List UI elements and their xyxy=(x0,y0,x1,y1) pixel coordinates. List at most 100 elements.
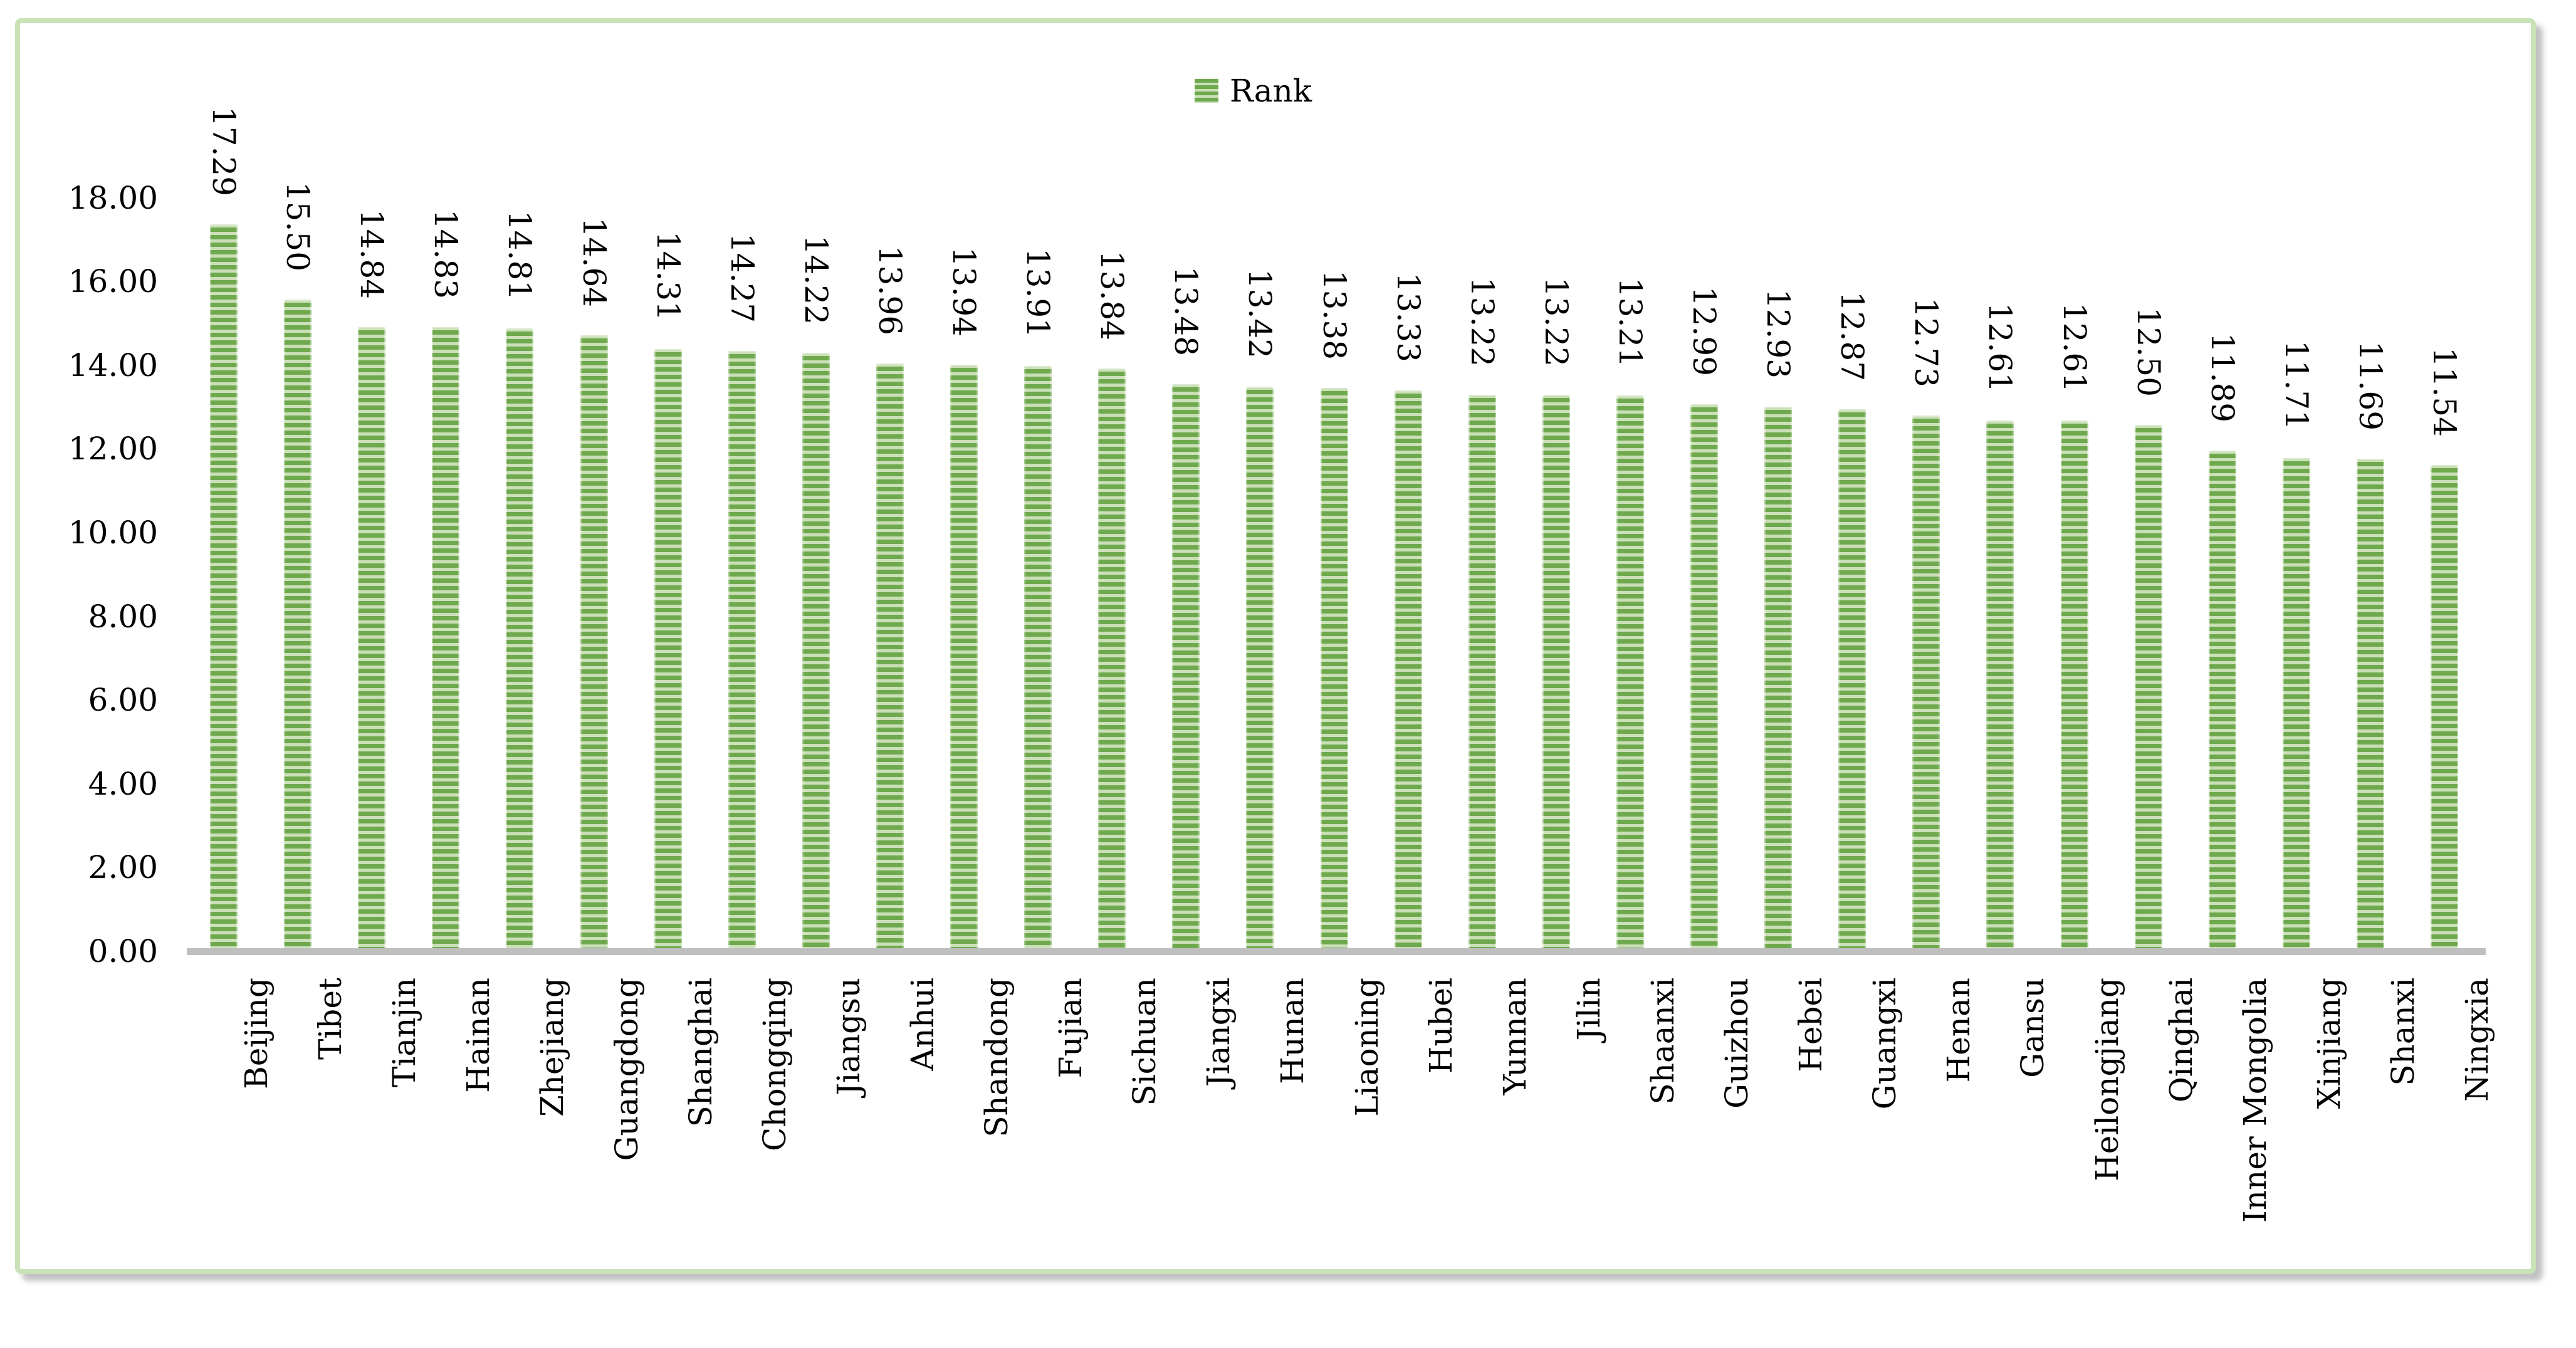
bar xyxy=(876,363,904,948)
bar-value-label: 13.33 xyxy=(1390,272,1427,362)
bar xyxy=(1172,384,1200,948)
bar xyxy=(1098,368,1126,948)
bar xyxy=(1394,390,1422,948)
x-axis-category-label: Tibet xyxy=(312,978,349,1060)
x-axis-category-label: Anhui xyxy=(904,978,941,1071)
bar-value-label: 13.38 xyxy=(1316,270,1353,360)
bar xyxy=(1690,404,1718,948)
y-axis-tick-label: 12.00 xyxy=(68,431,158,468)
bar xyxy=(506,328,534,948)
bar-value-label: 14.27 xyxy=(723,233,760,323)
x-axis-category-label: Sichuan xyxy=(1126,978,1163,1106)
bar xyxy=(728,350,756,948)
bar-value-label: 14.64 xyxy=(575,217,612,308)
bar-value-label: 14.83 xyxy=(427,209,464,300)
x-axis-category-label: Gansu xyxy=(2014,978,2051,1078)
legend: Rank xyxy=(1195,75,1312,107)
y-axis-tick-label: 18.00 xyxy=(68,179,158,216)
bar xyxy=(1024,365,1052,948)
x-axis-category-label: Jilin xyxy=(1570,978,1607,1041)
x-axis-category-label: Liaoning xyxy=(1348,978,1385,1117)
x-axis-category-label: Qinghai xyxy=(2162,978,2199,1103)
bar-value-label: 15.50 xyxy=(280,181,317,271)
bar xyxy=(358,327,386,948)
bar xyxy=(1320,388,1348,948)
bar-value-label: 13.22 xyxy=(1537,276,1574,367)
y-axis-tick-label: 4.00 xyxy=(88,765,158,802)
bar xyxy=(284,299,312,948)
bar-value-label: 14.81 xyxy=(501,210,538,300)
y-axis-tick-label: 6.00 xyxy=(88,682,158,719)
x-axis-category-label: Shanxi xyxy=(2384,978,2421,1086)
bar-value-label: 13.42 xyxy=(1242,268,1279,358)
bar xyxy=(2282,457,2310,948)
bar-value-label: 11.69 xyxy=(2352,340,2389,431)
bar-value-label: 13.91 xyxy=(1020,248,1057,338)
bar-value-label: 12.93 xyxy=(1760,289,1797,379)
legend-swatch-icon xyxy=(1195,79,1218,103)
x-axis-category-label: Inner Mongolia xyxy=(2236,978,2273,1223)
x-axis-category-label: Shaanxi xyxy=(1644,978,1681,1105)
x-axis-category-label: Hubei xyxy=(1422,978,1459,1074)
bar-value-label: 12.61 xyxy=(1982,302,2019,392)
bar xyxy=(2208,450,2236,948)
bar-value-label: 11.71 xyxy=(2278,340,2315,430)
x-axis-category-label: Hunan xyxy=(1274,978,1311,1085)
x-axis-category-label: Chongqing xyxy=(756,978,793,1151)
x-axis-category-label: Ningxia xyxy=(2459,978,2495,1102)
y-axis-tick-label: 8.00 xyxy=(88,598,158,635)
bar xyxy=(802,353,830,948)
x-axis-category-label: Shanghai xyxy=(682,978,719,1127)
x-axis-category-label: Hainan xyxy=(460,978,497,1093)
x-axis-category-label: Hebei xyxy=(1793,978,1830,1072)
bar-value-label: 13.96 xyxy=(871,246,908,336)
bar xyxy=(1542,394,1570,948)
bar xyxy=(2134,425,2162,948)
x-axis-line xyxy=(187,948,2486,955)
x-axis-category-label: Jiangsu xyxy=(830,978,867,1095)
y-axis-tick-label: 0.00 xyxy=(88,933,158,969)
bar-value-label: 13.22 xyxy=(1463,276,1500,367)
y-axis-tick-label: 16.00 xyxy=(68,263,158,300)
x-axis-category-label: Fujian xyxy=(1052,978,1089,1079)
y-axis-tick-label: 10.00 xyxy=(68,515,158,551)
bar xyxy=(580,335,608,948)
bar-value-label: 13.48 xyxy=(1168,266,1205,356)
bar xyxy=(1764,407,1793,948)
bar xyxy=(2356,459,2384,948)
x-axis-category-label: Shandong xyxy=(978,978,1015,1137)
bar xyxy=(2060,420,2088,948)
x-axis-category-label: Guizhou xyxy=(1719,978,1755,1109)
bar-value-label: 14.84 xyxy=(353,209,390,299)
x-axis-category-label: Xinjiang xyxy=(2310,978,2347,1109)
bar xyxy=(1468,394,1496,948)
bar-value-label: 12.99 xyxy=(1686,286,1722,377)
x-axis-category-label: Tianjin xyxy=(386,978,423,1088)
bar-value-label: 17.29 xyxy=(206,106,242,197)
bar xyxy=(1912,415,1940,948)
bar-value-label: 12.50 xyxy=(2130,306,2167,397)
bar-value-label: 14.22 xyxy=(797,234,834,325)
x-axis-category-label: Zhejiang xyxy=(534,978,571,1117)
x-axis-category-label: Guangdong xyxy=(608,978,645,1161)
x-axis-category-label: Jiangxi xyxy=(1200,978,1237,1087)
bar xyxy=(1986,420,2014,948)
x-axis-category-label: Beijing xyxy=(238,978,275,1090)
bar-value-label: 11.54 xyxy=(2426,347,2463,437)
y-axis-tick-label: 2.00 xyxy=(88,849,158,886)
x-axis-category-label: Henan xyxy=(1940,978,1977,1083)
y-axis-tick-label: 14.00 xyxy=(68,347,158,384)
bar xyxy=(950,364,978,948)
bar-value-label: 13.94 xyxy=(946,246,982,337)
x-axis-category-label: Guangxi xyxy=(1867,978,1903,1110)
bar xyxy=(654,349,682,948)
bar-value-label: 14.31 xyxy=(649,231,686,321)
bar xyxy=(1838,409,1867,948)
bar xyxy=(2431,465,2458,948)
bar xyxy=(1246,386,1274,948)
legend-label: Rank xyxy=(1230,73,1312,109)
bar-value-label: 11.89 xyxy=(2204,332,2241,422)
bar-value-label: 12.61 xyxy=(2056,302,2093,392)
bar-value-label: 12.73 xyxy=(1908,297,1945,387)
